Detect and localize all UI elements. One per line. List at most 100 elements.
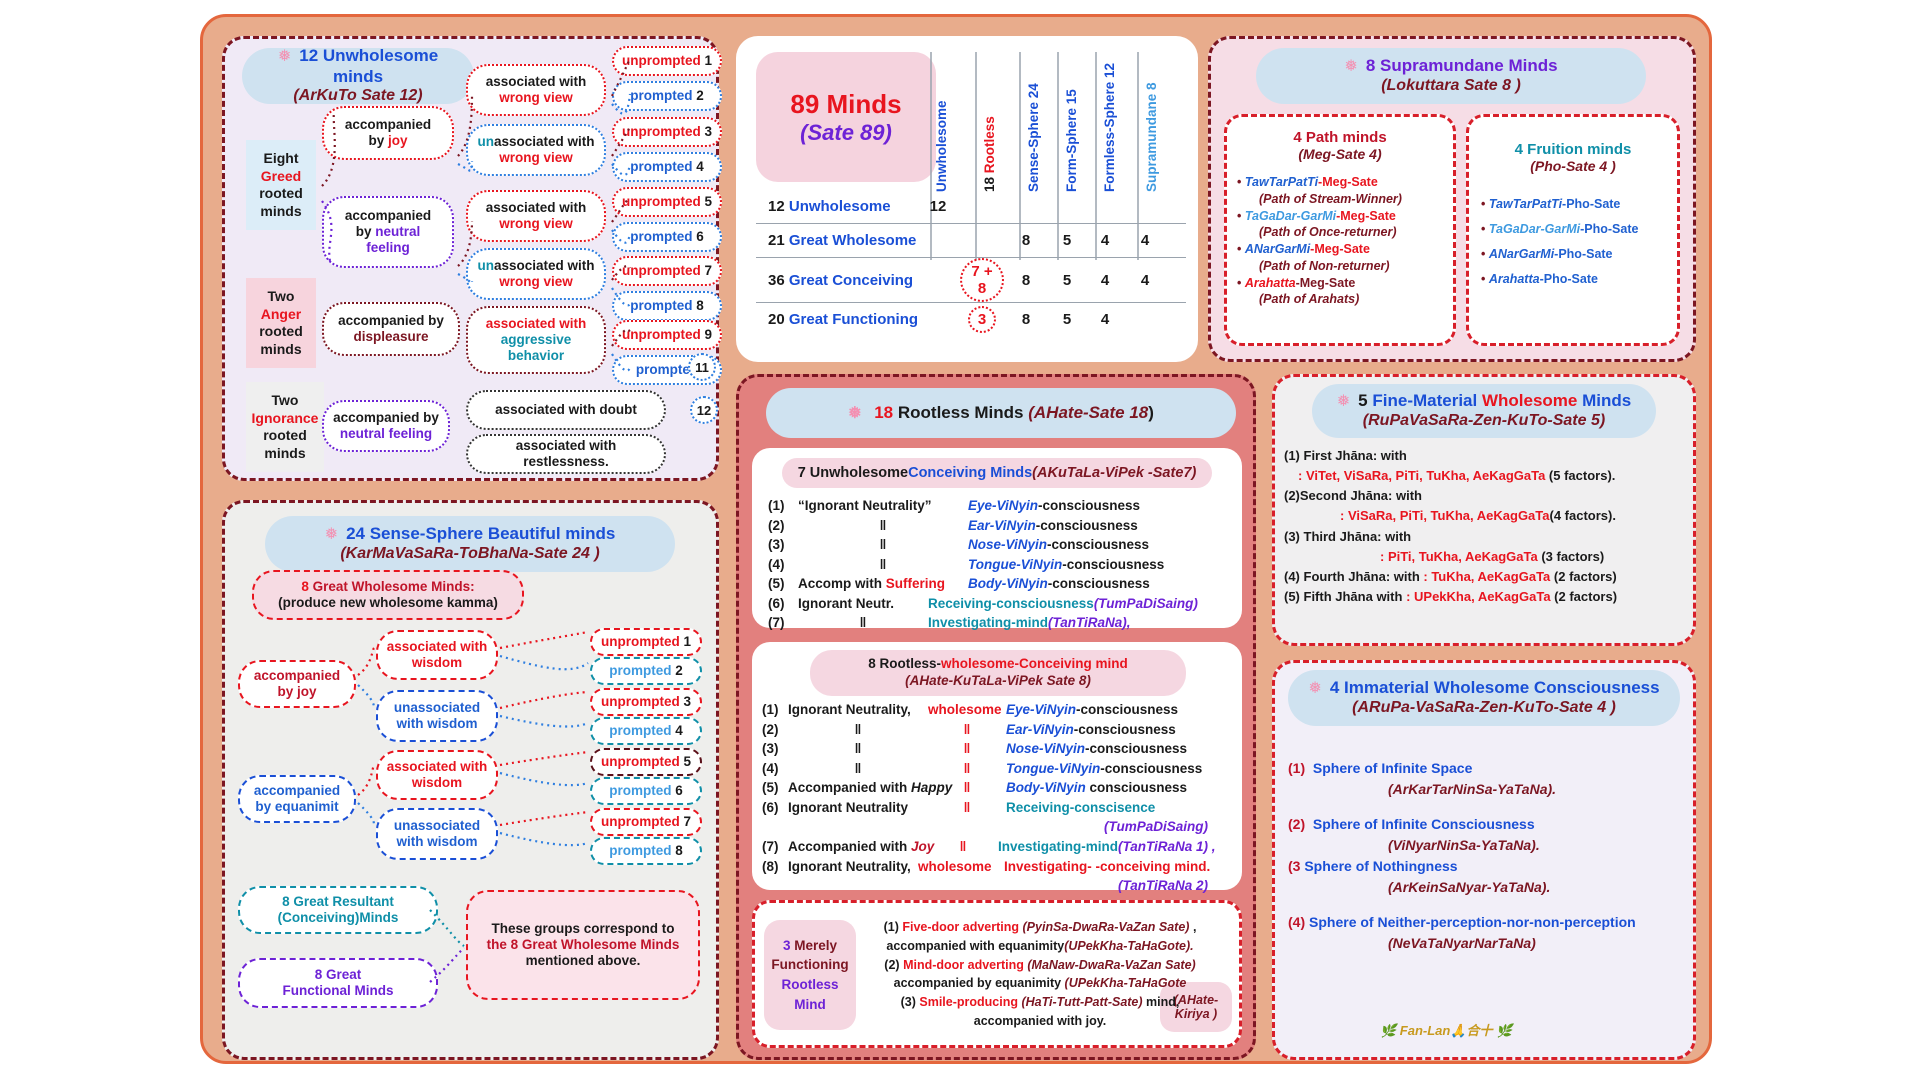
ssp2-l: prompted [609, 663, 672, 679]
fruition-heading: 4 Fruition minds [1514, 141, 1632, 158]
group7-title-pill: 7 Unwholesome Conceiving Minds (AKuTaLa-… [782, 458, 1212, 488]
list-item: (7) Accompanied with Joy ‖ Investigating-mi… [762, 838, 1216, 854]
ss-prompt-p4[interactable]: prompted 4 [590, 717, 702, 745]
sup-num: 8 [1365, 56, 1376, 76]
prompt-p8[interactable]: prompted 8 [612, 291, 722, 321]
r0-c0: 12 [929, 198, 947, 215]
mf-l2: Functioning [771, 957, 849, 973]
ss-wisdom-4[interactable]: unassociated with wisdom [376, 808, 498, 860]
f0-pali: TawTarPatTi [1488, 197, 1563, 211]
group-greed: Eight Greed rooted minds [246, 140, 316, 230]
feeling-neutral[interactable]: accompanied by neutral feeling [322, 196, 454, 268]
view-aggressive[interactable]: associated with aggressive behavior [466, 306, 606, 374]
ss-feeling-equanimity[interactable]: accompanied by equanimit [238, 775, 356, 823]
list-item: (NeVaTaNyarNarTaNa) [1388, 935, 1536, 951]
immaterial-list: (1) Sphere of Infinite Space (ArKarTarNi… [1288, 750, 1688, 954]
p2-pali: ANarGarMi [1244, 242, 1311, 256]
great-functional-box[interactable]: 8 Great Functional Minds [238, 958, 438, 1008]
prompt-p4[interactable]: prompted 4 [612, 152, 722, 182]
ss-prompt-u7[interactable]: unprompted 7 [590, 808, 702, 836]
feeling-neutral-2[interactable]: accompanied by neutral feeling [322, 400, 450, 452]
list-item: (2)Second Jhāna: with [1284, 488, 1422, 504]
prompt-u5[interactable]: unprompted 5 [612, 187, 722, 217]
ss-prompt-u3[interactable]: unprompted 3 [590, 688, 702, 716]
g8-head-b: wholesome-Conceiving mind [941, 656, 1128, 672]
ssp4-l: prompted [609, 723, 672, 739]
ss-prompt-p8[interactable]: prompted 8 [590, 837, 702, 865]
r3-c1: 3 [967, 306, 997, 333]
ssp7-n: 7 [683, 814, 692, 830]
group8-list: (1) Ignorant Neutrality, wholesome Eye-ViNy… [762, 700, 1242, 896]
note-l1: These groups correspond to [491, 921, 675, 937]
prompt-p4-label: prompted [630, 159, 693, 175]
ss-prompt-p6[interactable]: prompted 6 [590, 777, 702, 805]
note-l3: mentioned above. [525, 952, 641, 968]
view-restlessness[interactable]: associated with restlessness. [466, 434, 666, 474]
ss-wisdom-1[interactable]: associated with wisdom [376, 630, 498, 680]
ss-wisdom-2[interactable]: unassociated with wisdom [376, 690, 498, 742]
f1-pali: TaGaDar-GarMi [1488, 222, 1581, 236]
prompt-p6[interactable]: prompted 6 [612, 222, 722, 252]
great-resultant-box[interactable]: 8 Great Resultant (Conceiving)Minds [238, 886, 438, 934]
unwholesome-subtitle: (ArKuTo Sate 12) [293, 87, 423, 105]
circle-11-num: 11 [695, 359, 709, 375]
ssw1a: associated with [386, 639, 488, 655]
ss-prompt-u1[interactable]: unprompted 1 [590, 628, 702, 656]
ss-feeling-joy[interactable]: accompanied by joy [238, 660, 356, 708]
ssp8-l: prompted [609, 843, 672, 859]
groups-note: These groups correspond to the 8 Great Wh… [466, 890, 700, 1000]
header-form-sphere: Form-Sphere 15 [1064, 89, 1079, 192]
feeling-displeasure[interactable]: accompanied by displeasure [322, 302, 460, 356]
ssp2-n: 2 [675, 663, 683, 679]
group-anger-l4: minds [260, 340, 302, 357]
rootless-num: 18 [874, 402, 894, 422]
view-assoc-1[interactable]: associated with wrong view [466, 64, 606, 116]
view-doubt[interactable]: associated with doubt [466, 390, 666, 430]
ssw3a: associated with [386, 759, 488, 775]
list-item: (1) “Ignorant Neutrality” Eye-ViNyin-consc… [768, 498, 1141, 513]
view-unassoc-2[interactable]: unassociated with wrong view [466, 248, 606, 300]
list-item: : ViTet, ViSaRa, PiTi, TuKha, AeKagGaTa … [1298, 468, 1616, 484]
ssw4a: unassociated [393, 818, 481, 834]
r2-c5: 4 [1140, 271, 1150, 289]
r0-num: 12 [768, 198, 785, 215]
ss-prompt-u5[interactable]: unprompted 5 [590, 748, 702, 776]
f2-suffix: -Pho-Sate [1554, 247, 1613, 261]
prompt-u3[interactable]: unprompted 3 [612, 117, 722, 147]
gf-l1: Great [326, 967, 362, 983]
gr-num: 8 [282, 894, 290, 910]
group-greed-l1: Eight [263, 150, 299, 166]
gf-l2: Functional Minds [282, 983, 394, 998]
group-greed-l2: Greed [260, 167, 302, 184]
path-item: • ANarGarMi-Meg-Sate [1237, 242, 1370, 256]
sense-sphere-header: ❅ 24 Sense-Sphere Beautiful minds (KarMaV… [265, 516, 675, 572]
minds-table-body: 12 Unwholesome 12 21 Great Wholesome 8 5… [756, 190, 1186, 336]
view-unassoc-1[interactable]: unassociated with wrong view [466, 124, 606, 176]
badge-sate-89: (Sate 89) [800, 119, 892, 145]
header-rootless: 18 Rootless [982, 116, 997, 192]
prompt-u7-num: 7 [704, 263, 713, 279]
prompt-u5-num: 5 [704, 194, 713, 210]
fm-b: Wholesome [1481, 391, 1578, 411]
ss-prompt-p2[interactable]: prompted 2 [590, 657, 702, 685]
ss-wisdom-3[interactable]: associated with wisdom [376, 750, 498, 800]
fine-material-lines: (1) First Jhāna: with : ViTet, ViSaRa, P… [1284, 446, 1688, 607]
p0-pali: TawTarPatTi [1244, 175, 1319, 189]
r3-c4: 4 [1100, 311, 1110, 328]
prompt-u9[interactable]: unprompted 9 [612, 320, 722, 350]
list-item: (6) Ignorant Neutr. Receiving-consciousnes… [768, 595, 1198, 611]
mf-l1: Merely [794, 937, 838, 953]
view-assoc-2[interactable]: associated with wrong view [466, 190, 606, 242]
prompt-p2[interactable]: prompted 2 [612, 81, 722, 111]
ssp3-l: unprompted [600, 694, 680, 710]
prompt-u7[interactable]: unprompted 7 [612, 256, 722, 286]
badge-89-minds: 89 Minds [790, 88, 902, 119]
ssfe-b: by equanimit [255, 799, 339, 814]
r3-c2: 8 [1021, 311, 1031, 328]
list-item: (3) ‖ Nose-ViNyin-consciousness [768, 537, 1150, 553]
group7-list: (1) “Ignorant Neutrality” Eye-ViNyin-consc… [768, 496, 1238, 633]
mf-l3: Rootless [781, 977, 839, 992]
prompt-u1[interactable]: unprompted 1 [612, 46, 722, 76]
group-ign-l4: minds [264, 444, 306, 461]
